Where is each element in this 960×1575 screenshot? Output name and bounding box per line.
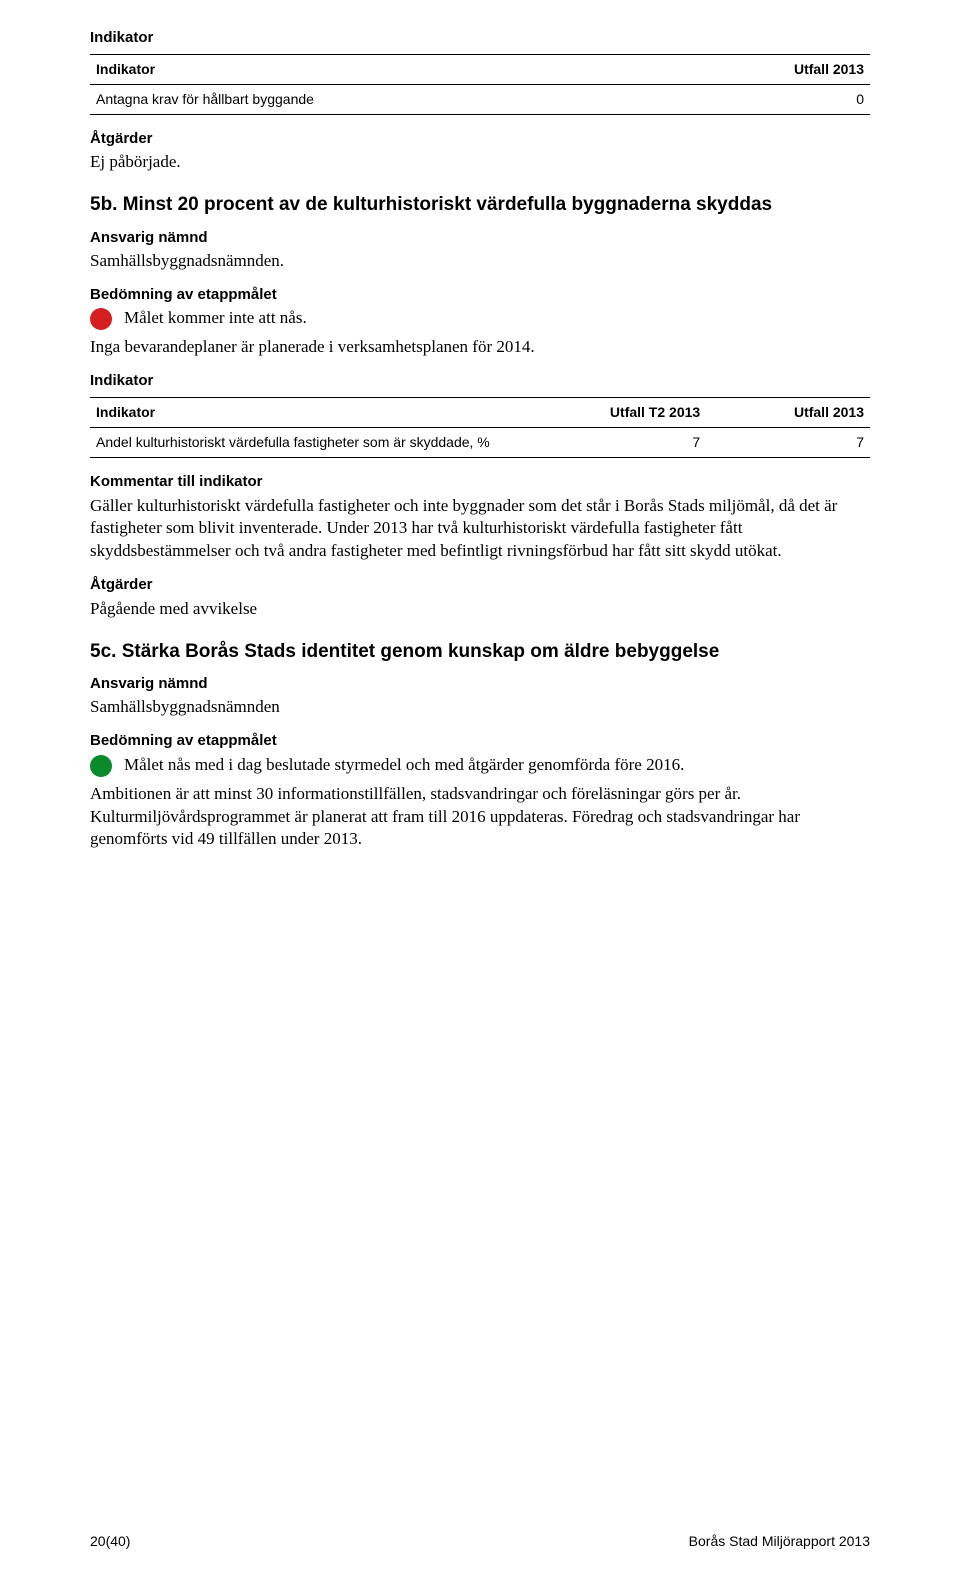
status-text: Målet kommer inte att nås. — [124, 307, 307, 330]
indikator-heading-2: Indikator — [90, 371, 870, 391]
ansvarig-text: Samhällsbyggnadsnämnden. — [90, 250, 870, 273]
table-row-value: 7 — [542, 428, 706, 458]
atgarder-label: Åtgärder — [90, 129, 870, 149]
section-5c-title: 5c. Stärka Borås Stads identitet genom k… — [90, 639, 870, 665]
atgarder-text-2: Pågående med avvikelse — [90, 598, 870, 621]
table-indikator-1: Indikator Utfall 2013 Antagna krav för h… — [90, 54, 870, 115]
table-row-label: Andel kulturhistoriskt värdefulla fastig… — [90, 428, 542, 458]
table-row-value: 0 — [652, 85, 870, 115]
bedomning-label: Bedömning av etappmålet — [90, 285, 870, 305]
bedomning-label-2: Bedömning av etappmålet — [90, 731, 870, 751]
ansvarig-label-2: Ansvarig nämnd — [90, 674, 870, 694]
table-row-value: 7 — [706, 428, 870, 458]
status-dot-red — [90, 308, 112, 330]
kommentar-label: Kommentar till indikator — [90, 472, 870, 492]
ansvarig-label: Ansvarig nämnd — [90, 228, 870, 248]
table-col-value: Utfall 2013 — [706, 398, 870, 428]
kommentar-text: Gäller kulturhistoriskt värdefulla fasti… — [90, 495, 870, 564]
atgarder-text: Ej påbörjade. — [90, 151, 870, 174]
table-row-label: Antagna krav för hållbart byggande — [90, 85, 652, 115]
indikator-heading: Indikator — [90, 28, 870, 48]
table-indikator-2: Indikator Utfall T2 2013 Utfall 2013 And… — [90, 397, 870, 458]
footer-title: Borås Stad Miljörapport 2013 — [689, 1532, 870, 1551]
page-number: 20(40) — [90, 1532, 130, 1551]
section-5b-title: 5b. Minst 20 procent av de kulturhistori… — [126, 192, 870, 218]
page-footer: 20(40) Borås Stad Miljörapport 2013 — [90, 1532, 870, 1551]
status-text-2: Målet nås med i dag beslutade styrmedel … — [124, 754, 684, 777]
section5c-para: Ambitionen är att minst 30 informationst… — [90, 783, 870, 852]
ansvarig-text-2: Samhällsbyggnadsnämnden — [90, 696, 870, 719]
table-col-label: Indikator — [90, 398, 542, 428]
status-dot-green — [90, 755, 112, 777]
atgarder-label-2: Åtgärder — [90, 575, 870, 595]
bedomning-para: Inga bevarandeplaner är planerade i verk… — [90, 336, 870, 359]
table-col-value: Utfall T2 2013 — [542, 398, 706, 428]
table-col-label: Indikator — [90, 55, 652, 85]
table-col-value: Utfall 2013 — [652, 55, 870, 85]
